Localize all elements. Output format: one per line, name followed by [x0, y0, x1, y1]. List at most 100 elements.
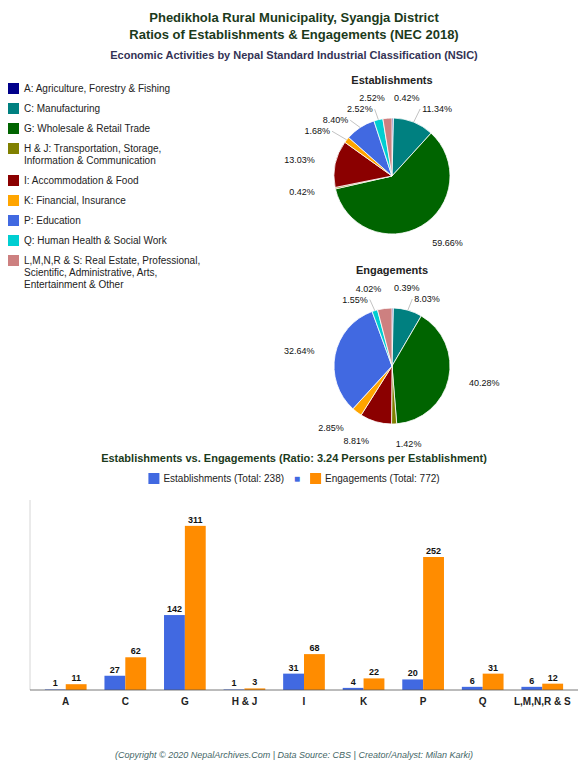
subtitle: Economic Activities by Nepal Standard In… [110, 49, 478, 61]
bar [185, 526, 206, 690]
x-tick-label: H & J [232, 696, 258, 707]
legend-entry: P: Education [24, 215, 81, 226]
data-label: 11.34% [422, 104, 452, 114]
bar [402, 679, 423, 690]
legend-swatch [8, 83, 19, 94]
data-label: 2.52% [347, 104, 373, 114]
bar [283, 674, 304, 690]
legend-swatch [310, 473, 321, 484]
data-label: 142 [167, 604, 182, 614]
pie-title: Engagements [356, 264, 428, 276]
data-label: 13.03% [284, 155, 315, 165]
annotation: ■ [294, 473, 300, 484]
legend-entry: C: Manufacturing [24, 103, 100, 114]
legend-entry: K: Financial, Insurance [24, 195, 126, 206]
data-label: 31 [289, 663, 299, 673]
data-label: 6 [470, 676, 475, 686]
chart-root: Phedikhola Rural Municipality, Syangja D… [0, 0, 588, 768]
bar-chart: Establishments vs. Engagements (Ratio: 3… [30, 452, 578, 707]
text-line: Entertainment & Other [24, 279, 124, 290]
pie-slice [374, 119, 392, 176]
label-leader [350, 120, 360, 127]
legend-entry: I: Accommodation & Food [24, 175, 139, 186]
data-label: 8.03% [414, 294, 440, 304]
data-label: 40.28% [469, 378, 500, 388]
legend-entry: Establishments (Total: 238) [163, 473, 284, 484]
data-label: 8.81% [344, 436, 370, 446]
legend-swatch [8, 143, 19, 154]
label-leader [332, 131, 347, 140]
x-tick-label: I [303, 696, 306, 707]
legend-swatch [8, 235, 19, 246]
pie-slice [378, 308, 392, 366]
bar [104, 676, 125, 690]
footer-note: (Copyright © 2020 NepalArchives.Com | Da… [115, 750, 473, 760]
legend-swatch [8, 255, 19, 266]
data-labels: 127142131420661162311368222523112 [53, 515, 558, 689]
data-label: 4 [351, 677, 356, 687]
legend-entry: G: Wholesale & Retail Trade [24, 123, 151, 134]
legend-swatch [8, 195, 19, 206]
bars [45, 526, 563, 690]
pie-slice [383, 118, 392, 176]
text-line: Scientific, Administrative, Arts, [24, 267, 157, 278]
data-label: 12 [548, 673, 558, 683]
text-line: Information & Communication [24, 155, 156, 166]
bar [462, 687, 483, 690]
bar [164, 615, 185, 690]
bar [125, 657, 146, 690]
x-tick-label: C [122, 696, 129, 707]
x-tick-label: K [360, 696, 368, 707]
data-label: 0.39% [394, 283, 420, 293]
legend-swatch [8, 103, 19, 114]
data-label: 59.66% [432, 238, 463, 248]
bar [521, 687, 542, 690]
data-label: 4.02% [356, 284, 382, 294]
data-label: 311 [188, 515, 203, 525]
x-tick-label: L,M,N,R & S [514, 696, 571, 707]
data-label: 2.85% [318, 423, 344, 433]
bar [66, 684, 87, 690]
label-leader [408, 299, 412, 310]
x-tick-label: A [62, 696, 69, 707]
data-label: 31 [488, 663, 498, 673]
chart-title: Establishments vs. Engagements (Ratio: 3… [101, 452, 487, 464]
pie-chart: A: Agriculture, Forestry & Fishing C: Man… [8, 74, 500, 449]
legend-entry: A: Agriculture, Forestry & Fishing [24, 83, 170, 94]
data-label: 11 [71, 673, 81, 683]
legend-swatch [8, 123, 19, 134]
text-line: Phedikhola Rural Municipality, Syangja D… [149, 10, 439, 25]
data-label: 68 [309, 643, 319, 653]
data-label: 1.42% [396, 439, 422, 449]
data-label: 6 [529, 676, 534, 686]
data-label: 252 [426, 546, 441, 556]
label-leader [414, 109, 420, 122]
bar [542, 684, 563, 690]
text-line: L,M,N,R & S: Real Estate, Professional, [24, 255, 200, 266]
legend-entry: H & J: Transportation, Storage,Informati… [24, 143, 161, 166]
data-label: 22 [369, 667, 379, 677]
text-line: H & J: Transportation, Storage, [24, 143, 161, 154]
data-label: 32.64% [284, 346, 315, 356]
label-leader [375, 109, 379, 119]
text-line: Ratios of Establishments & Engagements (… [129, 27, 458, 42]
legend-swatch [148, 473, 159, 484]
pie-slice [392, 316, 450, 424]
x-tick-label: G [181, 696, 189, 707]
data-label: 1 [232, 678, 237, 688]
data-label: 1.55% [342, 295, 368, 305]
data-label: 27 [110, 665, 120, 675]
data-label: 1.68% [304, 126, 330, 136]
legend: Establishments (Total: 238) ■ Engagements … [148, 473, 439, 484]
bar [364, 678, 385, 690]
background [0, 0, 588, 768]
legend-entry: Q: Human Health & Social Work [24, 235, 168, 246]
legend: A: Agriculture, Forestry & Fishing C: Man… [8, 83, 200, 290]
data-label: 8.40% [323, 115, 349, 125]
x-tick-label: P [420, 696, 427, 707]
title: Phedikhola Rural Municipality, Syangja D… [129, 10, 458, 42]
legend-entry: Engagements (Total: 772) [325, 473, 440, 484]
legend-swatch [8, 175, 19, 186]
y-axis-line [30, 500, 31, 690]
data-label: 1 [53, 678, 58, 688]
